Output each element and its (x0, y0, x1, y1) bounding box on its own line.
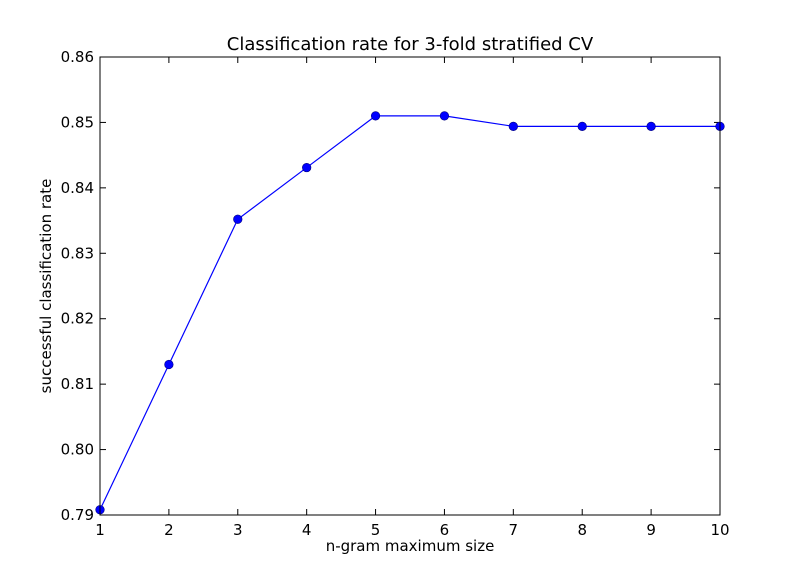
y-tick-label: 0.80 (61, 441, 94, 459)
chart-title: Classification rate for 3-fold stratifie… (227, 34, 594, 55)
data-point (577, 121, 587, 131)
x-tick-label: 6 (440, 521, 450, 539)
y-tick-label: 0.84 (61, 179, 94, 197)
plot-frame (99, 56, 721, 516)
data-point (370, 111, 381, 121)
data-point (439, 111, 450, 121)
y-tick-label: 0.85 (61, 113, 94, 131)
x-axis-label: n-gram maximum size (326, 537, 495, 555)
y-axis-label: successful classification rate (37, 179, 55, 394)
x-tick-label: 5 (371, 521, 381, 539)
x-tick-label: 3 (233, 521, 243, 539)
x-tick-label: 9 (646, 521, 656, 539)
y-tick-label: 0.82 (61, 310, 94, 328)
data-point (233, 214, 243, 224)
data-series (95, 111, 725, 515)
data-point (646, 121, 656, 131)
y-tick-label: 0.81 (61, 375, 94, 393)
x-tick-label: 7 (509, 521, 519, 539)
data-point (508, 121, 518, 131)
data-point (302, 162, 312, 173)
y-tick-label: 0.83 (61, 244, 94, 262)
x-tick-label: 2 (164, 521, 174, 539)
y-tick-label: 0.86 (61, 48, 94, 66)
x-tick-label: 4 (302, 521, 312, 539)
x-tick-label: 8 (577, 521, 587, 539)
x-tick-label: 1 (95, 521, 105, 539)
x-tick-label: 10 (710, 521, 729, 539)
plot-area (100, 57, 720, 515)
data-point (164, 359, 174, 370)
series-line (99, 115, 720, 511)
axis-ticks: 1 2 3 4 5 6 7 8 9 10 0.79 0.80 0.81 0.82 0.83 0.84 0.85 0… (61, 48, 730, 539)
y-tick-label: 0.79 (61, 506, 94, 524)
